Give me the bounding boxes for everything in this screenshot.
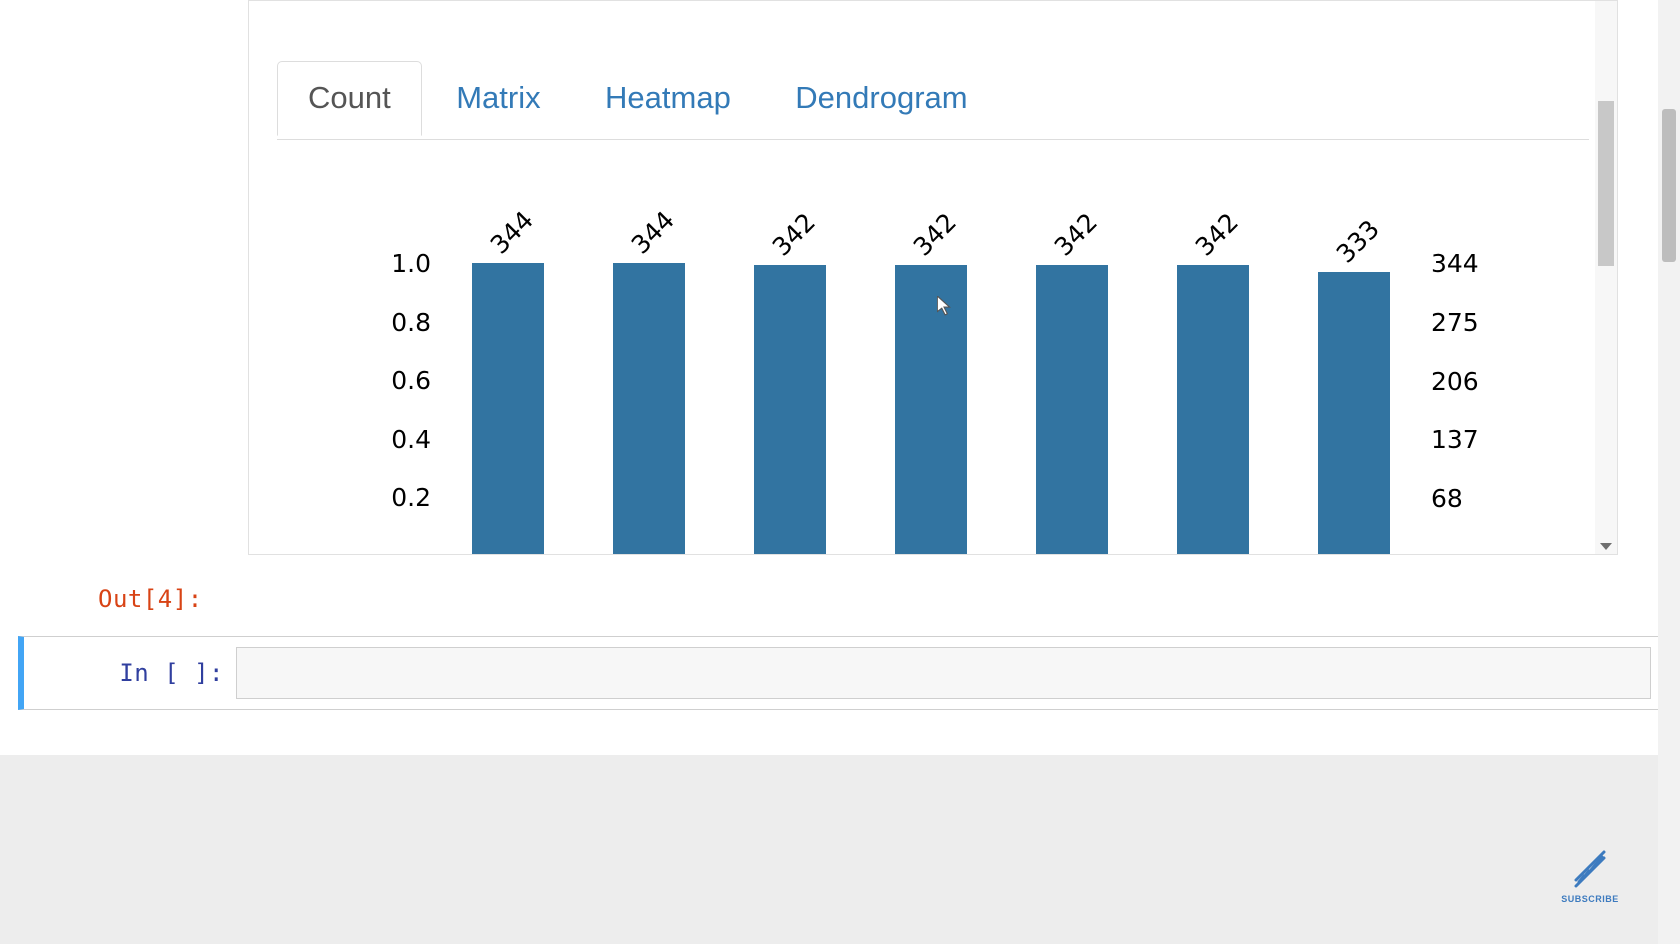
notebook-output-cell: Count Matrix Heatmap Dendrogram 1.0 0.8 0.… [248,0,1618,555]
count-bar [472,263,544,555]
count-bar [895,265,967,555]
bar-top-label: 342 [767,207,821,261]
y-right-tick: 344 [1431,249,1479,278]
y-right-tick: 275 [1431,308,1479,337]
bar-top-label: 342 [1190,207,1244,261]
count-bar [1318,272,1390,555]
count-bar [613,263,685,555]
in-cell[interactable]: In [ ]: [18,636,1664,710]
out-prompt: Out[4]: [98,585,203,613]
bar-top-label: 333 [1331,215,1385,269]
footer-strip [0,755,1680,944]
tab-matrix[interactable]: Matrix [426,62,570,135]
bar-top-label: 342 [1049,207,1103,261]
tab-dendrogram[interactable]: Dendrogram [765,62,997,135]
count-bar [1036,265,1108,555]
count-bar [754,265,826,555]
y-right-tick: 137 [1431,425,1479,454]
in-prompt: In [ ]: [24,659,224,687]
tab-count[interactable]: Count [277,61,422,136]
bar-top-label: 342 [908,207,962,261]
bar-top-label: 344 [626,205,680,259]
y-right-tick: 68 [1431,484,1463,513]
code-input[interactable] [236,647,1651,699]
bar-top-label: 344 [485,205,539,259]
y-left-tick: 0.2 [371,483,431,512]
tab-heatmap[interactable]: Heatmap [575,62,761,135]
y-left-tick: 0.8 [371,308,431,337]
output-scrollbar-thumb[interactable] [1598,101,1614,266]
viz-tabs: Count Matrix Heatmap Dendrogram [277,60,1589,140]
y-left-tick: 0.6 [371,366,431,395]
page-scrollbar-thumb[interactable] [1662,109,1676,262]
output-scrollbar[interactable] [1595,1,1617,554]
y-left-tick: 0.4 [371,425,431,454]
page-scrollbar[interactable] [1658,0,1680,944]
count-bar-chart: 1.0 0.8 0.6 0.4 0.2 344 275 206 137 68 344 344 342 34… [249,166,1594,555]
y-left-tick: 1.0 [371,249,431,278]
count-bar [1177,265,1249,555]
output-scrollbar-down-icon[interactable] [1600,543,1612,550]
y-right-tick: 206 [1431,367,1479,396]
